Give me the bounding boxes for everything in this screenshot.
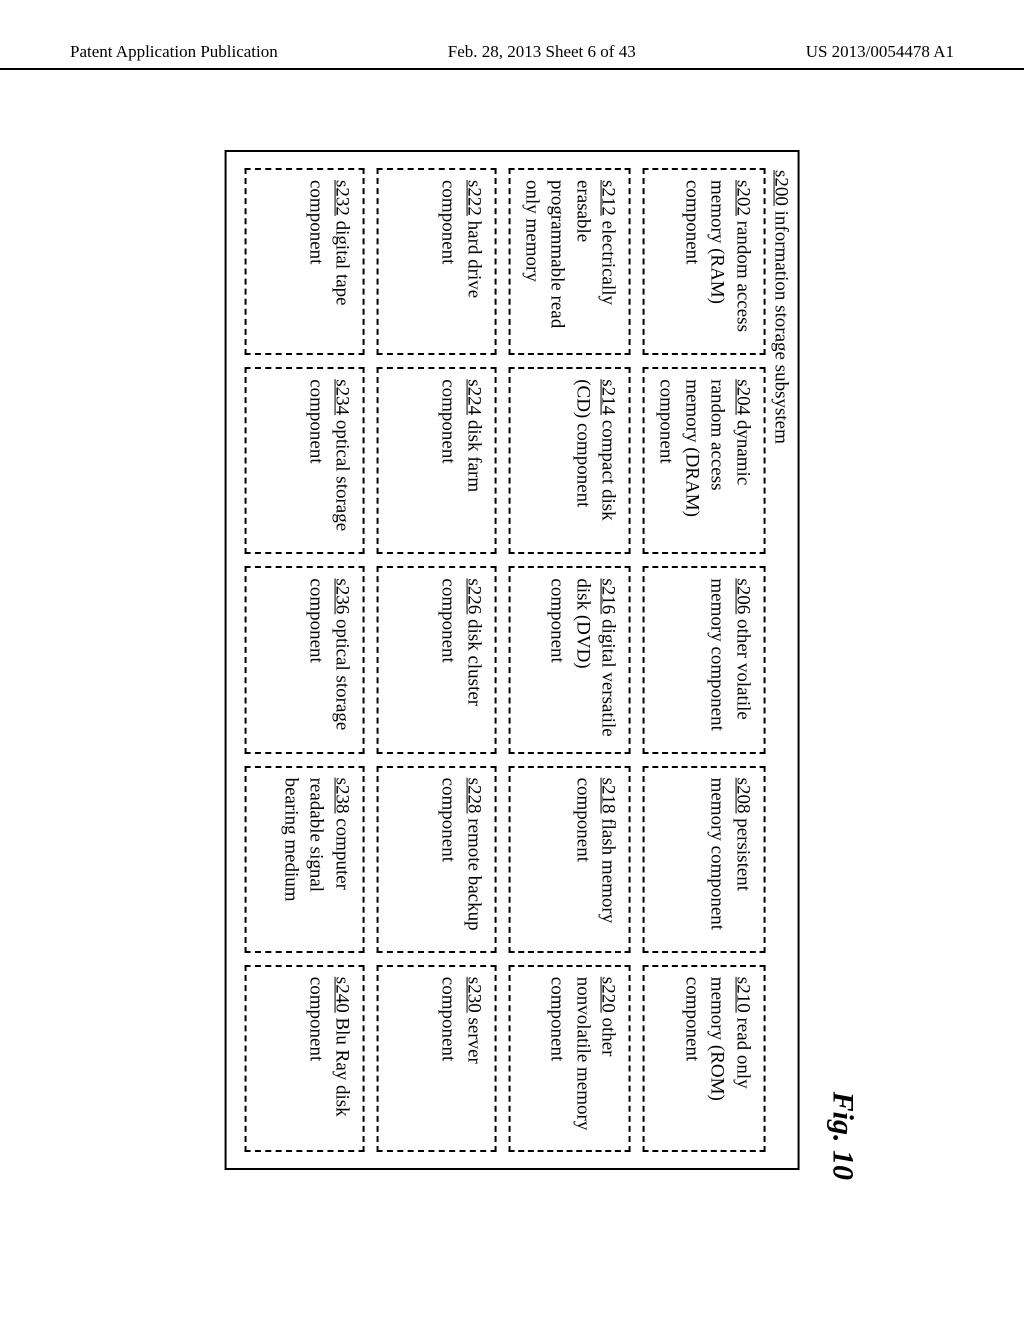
component-cell: s234 optical storage component (244, 367, 364, 554)
component-ref: s236 (331, 578, 352, 614)
component-ref: s220 (598, 977, 619, 1013)
component-cell: s204 dynamic random access memory (DRAM)… (643, 367, 766, 554)
component-ref: s234 (331, 379, 352, 415)
component-ref: s228 (463, 778, 484, 814)
component-cell: s224 disk farm component (376, 367, 496, 554)
header-center: Feb. 28, 2013 Sheet 6 of 43 (448, 42, 636, 62)
component-grid: s202 random access memory (RAM) componen… (244, 168, 765, 1152)
component-cell: s214 compact disk (CD) component (508, 367, 631, 554)
storage-subsystem-box: s200 information storage subsystem s202 … (224, 150, 799, 1170)
component-cell: s210 read only memory (ROM) component (643, 965, 766, 1152)
component-ref: s214 (598, 379, 619, 415)
component-cell: s226 disk cluster component (376, 566, 496, 753)
outer-title: s200 information storage subsystem (770, 170, 792, 1152)
component-cell: s216 digital versatile disk (DVD) compon… (508, 566, 631, 753)
component-ref: s226 (463, 578, 484, 614)
component-ref: s230 (463, 977, 484, 1013)
component-ref: s238 (331, 778, 352, 814)
component-ref: s232 (331, 180, 352, 216)
component-cell: s218 flash memory component (508, 766, 631, 953)
component-cell: s212 electrically erasable programmable … (508, 168, 631, 355)
component-ref: s208 (733, 778, 754, 814)
component-cell: s232 digital tape component (244, 168, 364, 355)
component-cell: s202 random access memory (RAM) componen… (643, 168, 766, 355)
component-ref: s210 (733, 977, 754, 1013)
component-cell: s228 remote backup component (376, 766, 496, 953)
component-ref: s202 (733, 180, 754, 216)
component-ref: s218 (598, 778, 619, 814)
component-ref: s212 (598, 180, 619, 216)
component-cell: s240 Blu Ray disk component (244, 965, 364, 1152)
component-cell: s208 persistent memory component (643, 766, 766, 953)
component-ref: s222 (463, 180, 484, 216)
page-header: Patent Application Publication Feb. 28, … (0, 42, 1024, 70)
component-ref: s204 (733, 379, 754, 415)
figure-10: Fig. 10 s200 information storage subsyst… (224, 150, 799, 1170)
figure-label: Fig. 10 (826, 1092, 860, 1180)
header-left: Patent Application Publication (70, 42, 278, 62)
component-cell: s220 other nonvolatile memory component (508, 965, 631, 1152)
component-ref: s216 (598, 578, 619, 614)
component-ref: s224 (463, 379, 484, 415)
component-cell: s206 other volatile memory component (643, 566, 766, 753)
component-ref: s240 (331, 977, 352, 1013)
outer-title-text: information storage subsystem (771, 211, 792, 444)
component-cell: s230 server component (376, 965, 496, 1152)
header-right: US 2013/0054478 A1 (806, 42, 954, 62)
component-cell: s238 computer readable signal bearing me… (244, 766, 364, 953)
outer-ref: s200 (771, 170, 792, 206)
component-cell: s222 hard drive component (376, 168, 496, 355)
component-ref: s206 (733, 578, 754, 614)
component-cell: s236 optical storage component (244, 566, 364, 753)
